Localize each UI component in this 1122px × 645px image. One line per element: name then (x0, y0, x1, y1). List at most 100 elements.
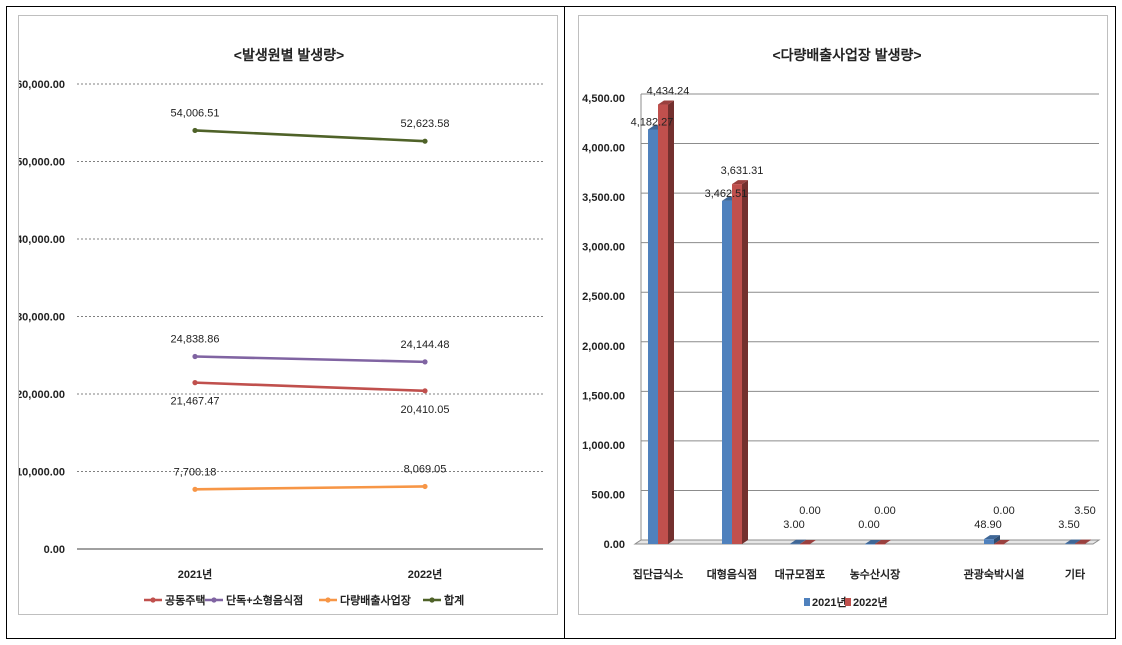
bar-top (658, 100, 674, 105)
legend-label: 2021년 (812, 595, 847, 609)
bar (732, 184, 742, 544)
legend-marker (429, 597, 435, 603)
data-point (422, 359, 428, 365)
y-tick-label: 1,500.00 (582, 390, 625, 402)
bar-top (865, 540, 881, 544)
bar (722, 200, 732, 544)
data-point (192, 486, 198, 492)
legend-label: 공동주택 (165, 593, 205, 607)
bar-side (1085, 539, 1091, 544)
data-label: 7,700.18 (174, 466, 217, 478)
bar (790, 543, 800, 545)
bar-top (875, 540, 891, 544)
legend-marker (211, 597, 217, 603)
x-tick-label: 집단급식소 (633, 567, 684, 581)
bar-top (800, 540, 816, 544)
bar (865, 544, 875, 545)
bar (875, 544, 885, 545)
x-tick-label: 2021년 (178, 567, 213, 581)
bar (648, 129, 658, 544)
data-label: 0.00 (993, 505, 1014, 517)
bar-top (732, 180, 748, 185)
y-tick-label: 2,500.00 (582, 291, 625, 303)
data-label: 21,467.47 (171, 396, 220, 408)
x-tick-label: 기타 (1065, 567, 1086, 581)
data-point (422, 388, 428, 394)
legend-swatch (804, 598, 810, 606)
bar (984, 539, 994, 544)
y-tick-label: 20,000.00 (19, 389, 65, 401)
data-label: 0.00 (799, 505, 820, 517)
chart-floor (633, 539, 1101, 545)
y-tick-label: 3,000.00 (582, 242, 625, 254)
data-label: 3.50 (1058, 519, 1079, 531)
legend-marker (325, 597, 331, 603)
y-tick-label: 0.00 (44, 544, 65, 556)
data-label: 48.90 (974, 519, 1002, 531)
data-label: 4,434.24 (647, 86, 690, 98)
line-chart-panel: <발생원별 발생량> 0.00 10,000.00 20,000.00 30,000.0… (18, 15, 558, 615)
data-label: 24,144.48 (401, 339, 450, 351)
bar (658, 104, 668, 544)
y-tick-label: 1,000.00 (582, 440, 625, 452)
line-chart: <발생원별 발생량> 0.00 10,000.00 20,000.00 30,000.0… (19, 47, 543, 607)
data-label: 4,182.27 (631, 116, 674, 128)
data-label: 0.00 (858, 519, 879, 531)
x-tick-label: 2022년 (408, 567, 443, 581)
data-point (422, 138, 428, 144)
bar-side (668, 100, 674, 544)
series-line (194, 129, 426, 143)
legend-swatch (845, 598, 851, 606)
y-tick-label: 500.00 (591, 489, 625, 501)
data-label: 52,623.58 (401, 118, 450, 130)
y-tick-label: 10,000.00 (19, 467, 65, 479)
y-tick-label: 30,000.00 (19, 312, 65, 324)
series-line (194, 355, 426, 364)
bar-top (1075, 539, 1091, 544)
y-tick-label: 50,000.00 (19, 157, 65, 169)
data-label: 8,069.05 (404, 463, 447, 475)
series-line (194, 485, 426, 491)
y-tick-label: 3,500.00 (582, 192, 625, 204)
bar-side (800, 539, 806, 544)
panel-divider (564, 6, 565, 639)
data-label: 3.50 (1074, 505, 1095, 517)
x-tick-label: 농수산시장 (850, 567, 901, 581)
bar-side (742, 180, 748, 544)
bar-chart: <다량배출사업장 발생량> 0.00 500.00 1,000.00 1,500.00 2… (582, 47, 1101, 609)
bar-top (790, 539, 806, 544)
bar-top (994, 540, 1010, 544)
y-tick-label: 2,000.00 (582, 341, 625, 353)
x-tick-label: 관광숙박시설 (964, 567, 1025, 581)
bar-top (984, 535, 1000, 540)
legend-label: 합계 (444, 593, 464, 607)
data-point (422, 483, 428, 490)
y-tick-label: 40,000.00 (19, 234, 65, 246)
x-tick-label: 대형음식점 (707, 567, 758, 581)
y-tick-label: 0.00 (604, 539, 625, 551)
data-point (192, 353, 198, 360)
y-tick-label: 4,000.00 (582, 143, 625, 155)
data-point (192, 127, 198, 134)
legend-label: 2022년 (853, 595, 888, 609)
legend-marker (150, 597, 156, 603)
bar (994, 544, 1004, 545)
data-label: 3,462.51 (705, 188, 748, 200)
data-label: 24,838.86 (171, 333, 220, 345)
x-tick-label: 대규모점포 (775, 567, 826, 581)
data-label: 20,410.05 (401, 404, 450, 416)
bar-chart-panel: <다량배출사업장 발생량> 0.00 500.00 1,000.00 1,500.00 2… (578, 15, 1108, 615)
data-label: 0.00 (874, 505, 895, 517)
bar (1065, 543, 1075, 545)
data-point (192, 380, 198, 386)
y-tick-label: 4,500.00 (582, 93, 625, 105)
outer-frame (6, 6, 1116, 639)
series-line (194, 381, 426, 393)
legend-label: 다량배출사업장 (340, 593, 411, 607)
bar (1075, 543, 1085, 545)
data-label: 54,006.51 (171, 107, 220, 119)
bar (800, 544, 810, 545)
y-tick-label: 60,000.00 (19, 79, 65, 91)
chart-title: <다량배출사업장 발생량> (772, 47, 921, 63)
data-label: 3,631.31 (721, 165, 764, 177)
